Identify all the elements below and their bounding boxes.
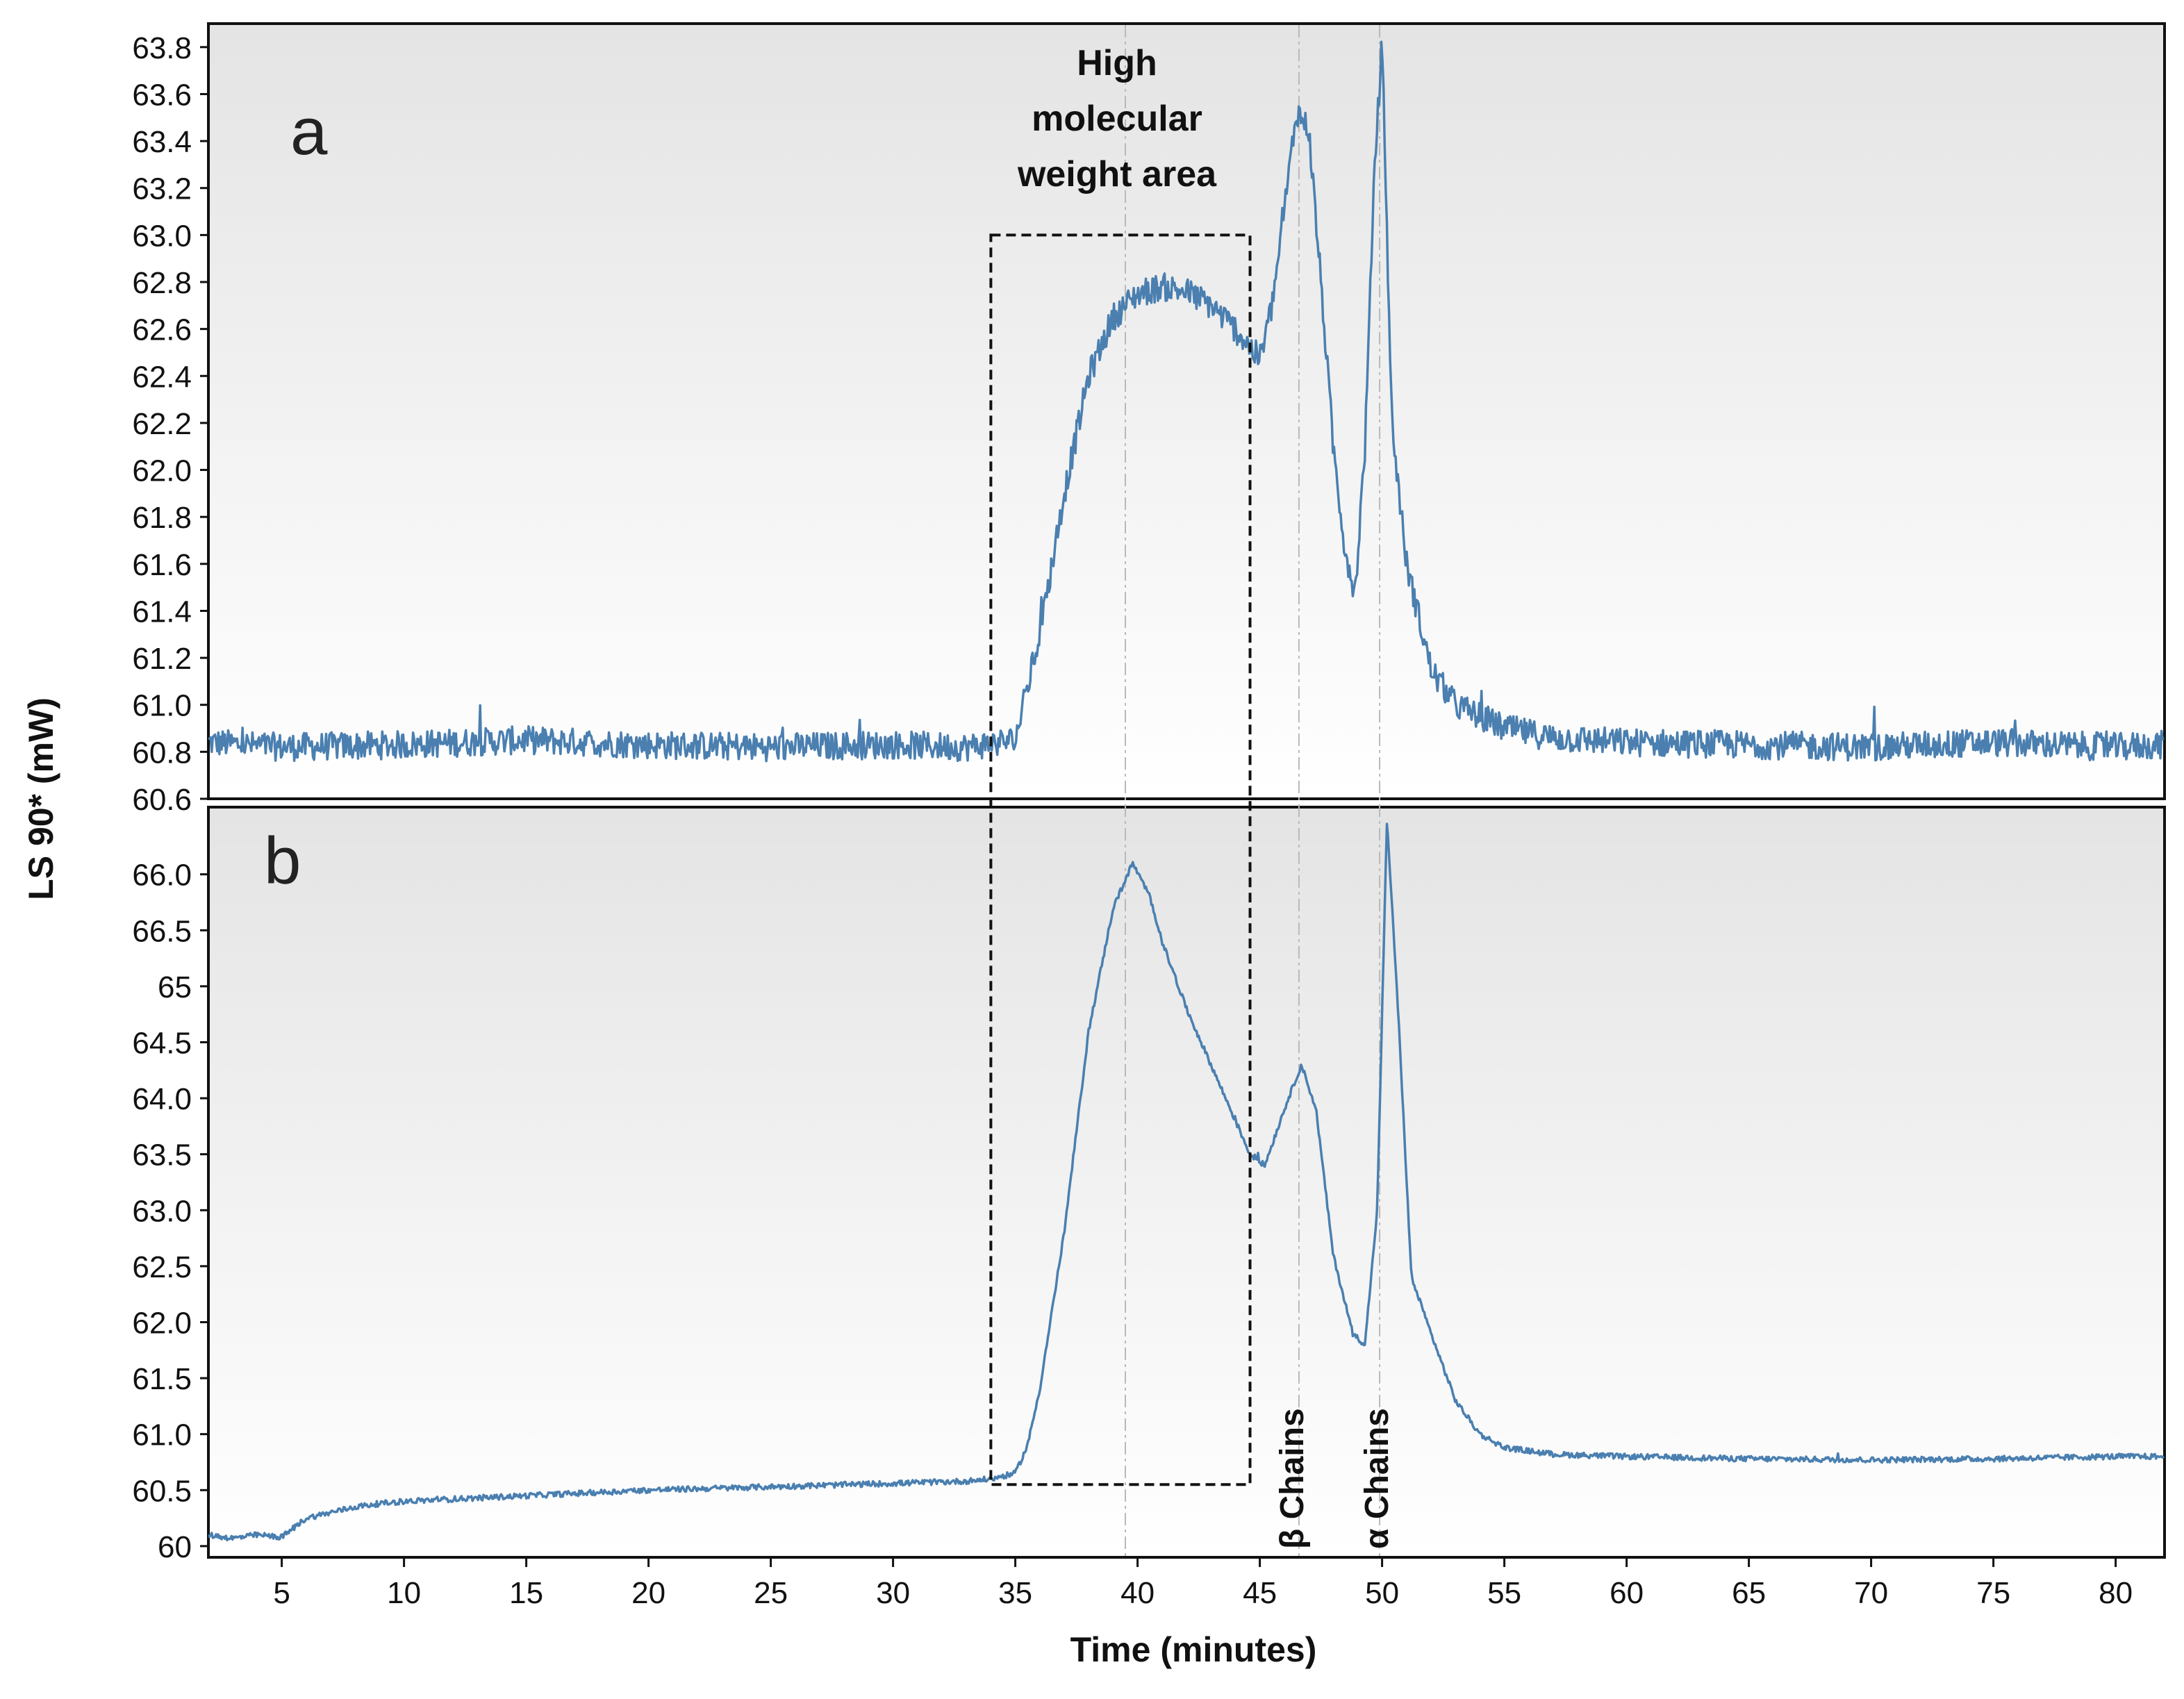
x-tick-label: 40: [1120, 1576, 1155, 1610]
x-tick-label: 30: [876, 1576, 910, 1610]
trace-line-b: [208, 822, 2165, 1542]
y-tick-label: 63.8: [132, 31, 192, 65]
x-axis-title: Time (minutes): [1070, 1630, 1317, 1669]
y-tick-label: 62.0: [132, 1306, 192, 1340]
y-tick-label: 61.6: [132, 548, 192, 582]
high-mw-dashed-box: [989, 233, 1252, 1486]
x-tick-label: 70: [1854, 1576, 1888, 1610]
y-tick-label: 62.8: [132, 266, 192, 300]
y-tick-label: 63.0: [132, 219, 192, 253]
box-label-line-1: High: [1077, 43, 1157, 83]
y-tick-label: 63.2: [132, 172, 192, 206]
x-tick-label: 5: [273, 1576, 290, 1610]
y-tick-label: 65: [158, 970, 192, 1004]
y-tick-label: 62.6: [132, 313, 192, 347]
box-label-line-3: weight area: [1017, 154, 1217, 194]
y-tick-label: 62.0: [132, 454, 192, 488]
panel-a-label: a: [290, 94, 328, 169]
x-tick-label: 45: [1243, 1576, 1277, 1610]
x-tick-label: 15: [509, 1576, 543, 1610]
alpha-chains-label: α Chains: [1359, 1408, 1396, 1549]
y-axis-title: LS 90* (mW): [22, 697, 60, 900]
y-tick-label: 60: [158, 1530, 192, 1564]
x-axis-ticks: 5 10 15 20 25 30 35 40 45 50 55 60 65 70 75 80: [273, 1557, 2133, 1610]
y-tick-label: 61.0: [132, 1418, 192, 1452]
y-tick-label: 60.8: [132, 736, 192, 770]
guide-lines: [1125, 25, 1381, 1556]
y-tick-label: 61.0: [132, 689, 192, 723]
panel-a-trace: [208, 40, 2165, 763]
beta-chains-label: β Chains: [1274, 1408, 1311, 1549]
x-tick-label: 55: [1487, 1576, 1521, 1610]
trace-line-a: [208, 40, 2165, 763]
y-tick-label: 63.6: [132, 78, 192, 112]
y-tick-label: 61.2: [132, 642, 192, 676]
y-tick-label: 64.0: [132, 1082, 192, 1116]
y-tick-label: 63.0: [132, 1194, 192, 1228]
x-tick-label: 35: [998, 1576, 1032, 1610]
y-tick-label: 62.5: [132, 1250, 192, 1284]
box-label-line-2: molecular: [1032, 99, 1202, 139]
y-tick-label: 63.5: [132, 1138, 192, 1172]
y-tick-label: 66.5: [132, 914, 192, 948]
x-tick-label: 10: [387, 1576, 421, 1610]
x-tick-label: 25: [754, 1576, 788, 1610]
panel-b-label: b: [264, 824, 301, 898]
panel-a-frame: [207, 22, 2166, 800]
panel-b-y-ticks: 60 60.5 61.0 61.5 62.0 62.5 63.0 63.5 64.0 64.5 65…: [132, 859, 208, 1564]
y-tick-label: 61.5: [132, 1362, 192, 1396]
y-tick-label: 60.5: [132, 1474, 192, 1508]
y-tick-label: 61.8: [132, 501, 192, 535]
x-tick-label: 65: [1732, 1576, 1766, 1610]
high-mw-box: [989, 233, 1252, 1486]
y-tick-label: 60.6: [132, 783, 192, 817]
y-tick-label: 64.5: [132, 1027, 192, 1061]
x-tick-label: 80: [2099, 1576, 2133, 1610]
x-tick-label: 20: [631, 1576, 665, 1610]
y-tick-label: 62.4: [132, 360, 192, 394]
x-tick-label: 50: [1365, 1576, 1399, 1610]
panel-b-trace: [208, 822, 2165, 1542]
y-tick-label: 61.4: [132, 595, 192, 629]
y-tick-label: 62.2: [132, 407, 192, 441]
panel-b-frame: [207, 806, 2166, 1559]
y-tick-label: 66.0: [132, 859, 192, 893]
panel-a-y-ticks: 60.6 60.8 61.0 61.2 61.4 61.6 61.8 62.0 62.2 62.4…: [132, 31, 208, 817]
x-tick-label: 60: [1610, 1576, 1644, 1610]
x-tick-label: 75: [1976, 1576, 2010, 1610]
y-tick-label: 63.4: [132, 125, 192, 159]
